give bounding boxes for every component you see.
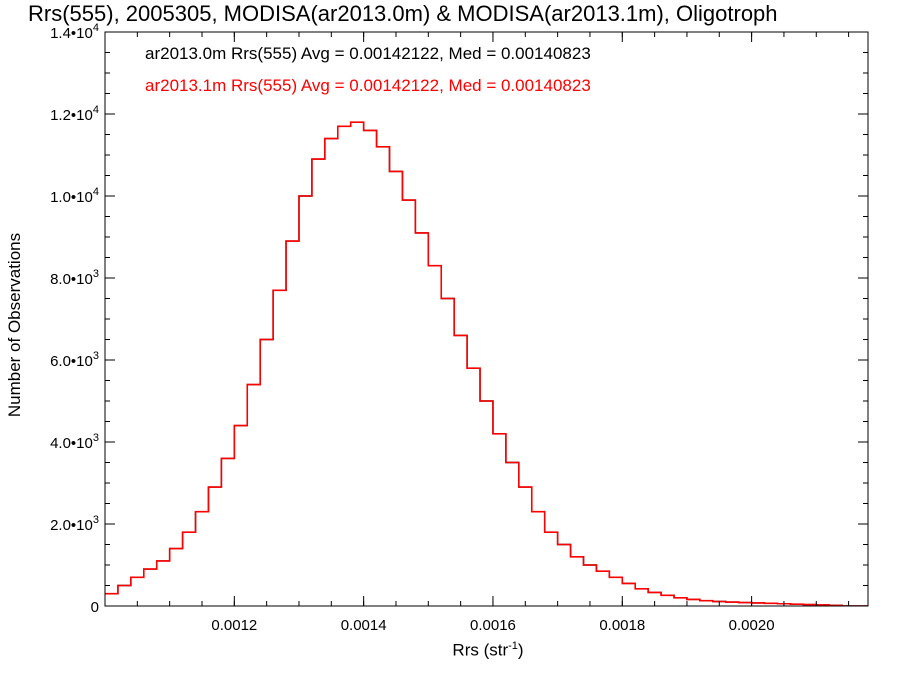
legend-entry-ar2013-1m: ar2013.1m Rrs(555) Avg = 0.00142122, Med… <box>145 76 591 95</box>
y-tick-label-6: 1.2•104 <box>50 104 99 124</box>
x-tick-label-2: 0.0016 <box>470 617 516 634</box>
y-tick-label-1: 2.0•103 <box>50 514 99 534</box>
y-tick-label-exp-1: 3 <box>93 514 99 526</box>
y-tick-label-4: 8.0•103 <box>50 268 99 288</box>
x-tick-label-1: 0.0014 <box>341 617 387 634</box>
y-tick-label-2: 4.0•103 <box>50 432 99 452</box>
y-tick-label-exp-4: 3 <box>93 268 99 280</box>
x-tick-label-4: 0.0020 <box>729 617 775 634</box>
y-tick-label-base-0: 0 <box>91 599 99 616</box>
x-axis-label-main: Rrs (str <box>452 640 509 660</box>
y-tick-label-base-4: 8.0•10 <box>50 271 93 288</box>
y-tick-label-exp-3: 3 <box>93 350 99 362</box>
y-tick-label-base-5: 1.0•10 <box>50 189 93 206</box>
plot-frame <box>104 31 869 607</box>
y-tick-label-0: 0 <box>91 599 99 616</box>
y-tick-label-exp-7: 4 <box>93 22 99 34</box>
series-layer <box>105 121 868 606</box>
chart-title: Rrs(555), 2005305, MODISA(ar2013.0m) & M… <box>28 1 778 26</box>
y-tick-label-7: 1.4•104 <box>50 22 99 42</box>
y-tick-label-exp-2: 3 <box>93 432 99 444</box>
y-tick-label-base-7: 1.4•10 <box>50 25 93 42</box>
y-tick-label-exp-6: 4 <box>93 104 99 116</box>
x-axis-label-exponent: -1 <box>508 640 518 652</box>
x-tick-label-3: 0.0018 <box>599 617 645 634</box>
y-tick-label-5: 1.0•104 <box>50 186 99 206</box>
y-tick-label-3: 6.0•103 <box>50 350 99 370</box>
y-tick-label-base-3: 6.0•10 <box>50 353 93 370</box>
x-axis-label: Rrs (str-1) <box>452 640 523 661</box>
x-axis-label-suffix: ) <box>517 640 524 660</box>
y-tick-label-base-2: 4.0•10 <box>50 435 93 452</box>
series-line-ar2013-1m <box>105 121 868 606</box>
x-tick-label-0: 0.0012 <box>211 617 257 634</box>
series-line-ar2013-0m <box>105 121 868 606</box>
ticks-layer: 0.0012 0.0014 0.0016 0.0018 0.002002.0•1034.… <box>50 22 868 634</box>
legend-entry-ar2013-0m: ar2013.0m Rrs(555) Avg = 0.00142122, Med… <box>145 44 591 63</box>
y-tick-label-base-6: 1.2•10 <box>50 107 93 124</box>
y-tick-label-exp-5: 4 <box>93 186 99 198</box>
y-tick-label-base-1: 2.0•10 <box>50 517 93 534</box>
